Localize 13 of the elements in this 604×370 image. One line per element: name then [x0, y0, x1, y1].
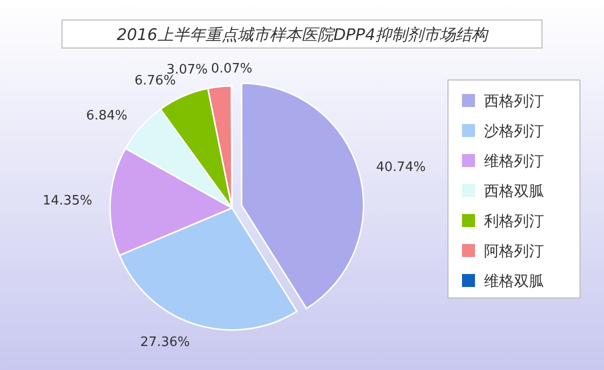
data-label: 40.74%	[376, 160, 426, 176]
data-label: 6.84%	[86, 108, 128, 124]
legend-label: 维格双胍	[484, 272, 544, 290]
legend-label: 阿格列汀	[484, 242, 544, 260]
data-label: 14.35%	[42, 194, 92, 209]
legend-label: 维格列汀	[484, 152, 544, 170]
legend-label: 利格列汀	[484, 212, 544, 230]
chart-title: 2016上半年重点城市样本医院DPP4抑制剂市场结构	[116, 25, 490, 44]
legend-label: 西格列汀	[484, 92, 544, 110]
legend-label: 沙格列汀	[484, 122, 544, 140]
data-label: 27.36%	[140, 335, 190, 350]
legend-label: 西格双胍	[484, 182, 544, 200]
data-label: 0.07%	[211, 62, 252, 77]
